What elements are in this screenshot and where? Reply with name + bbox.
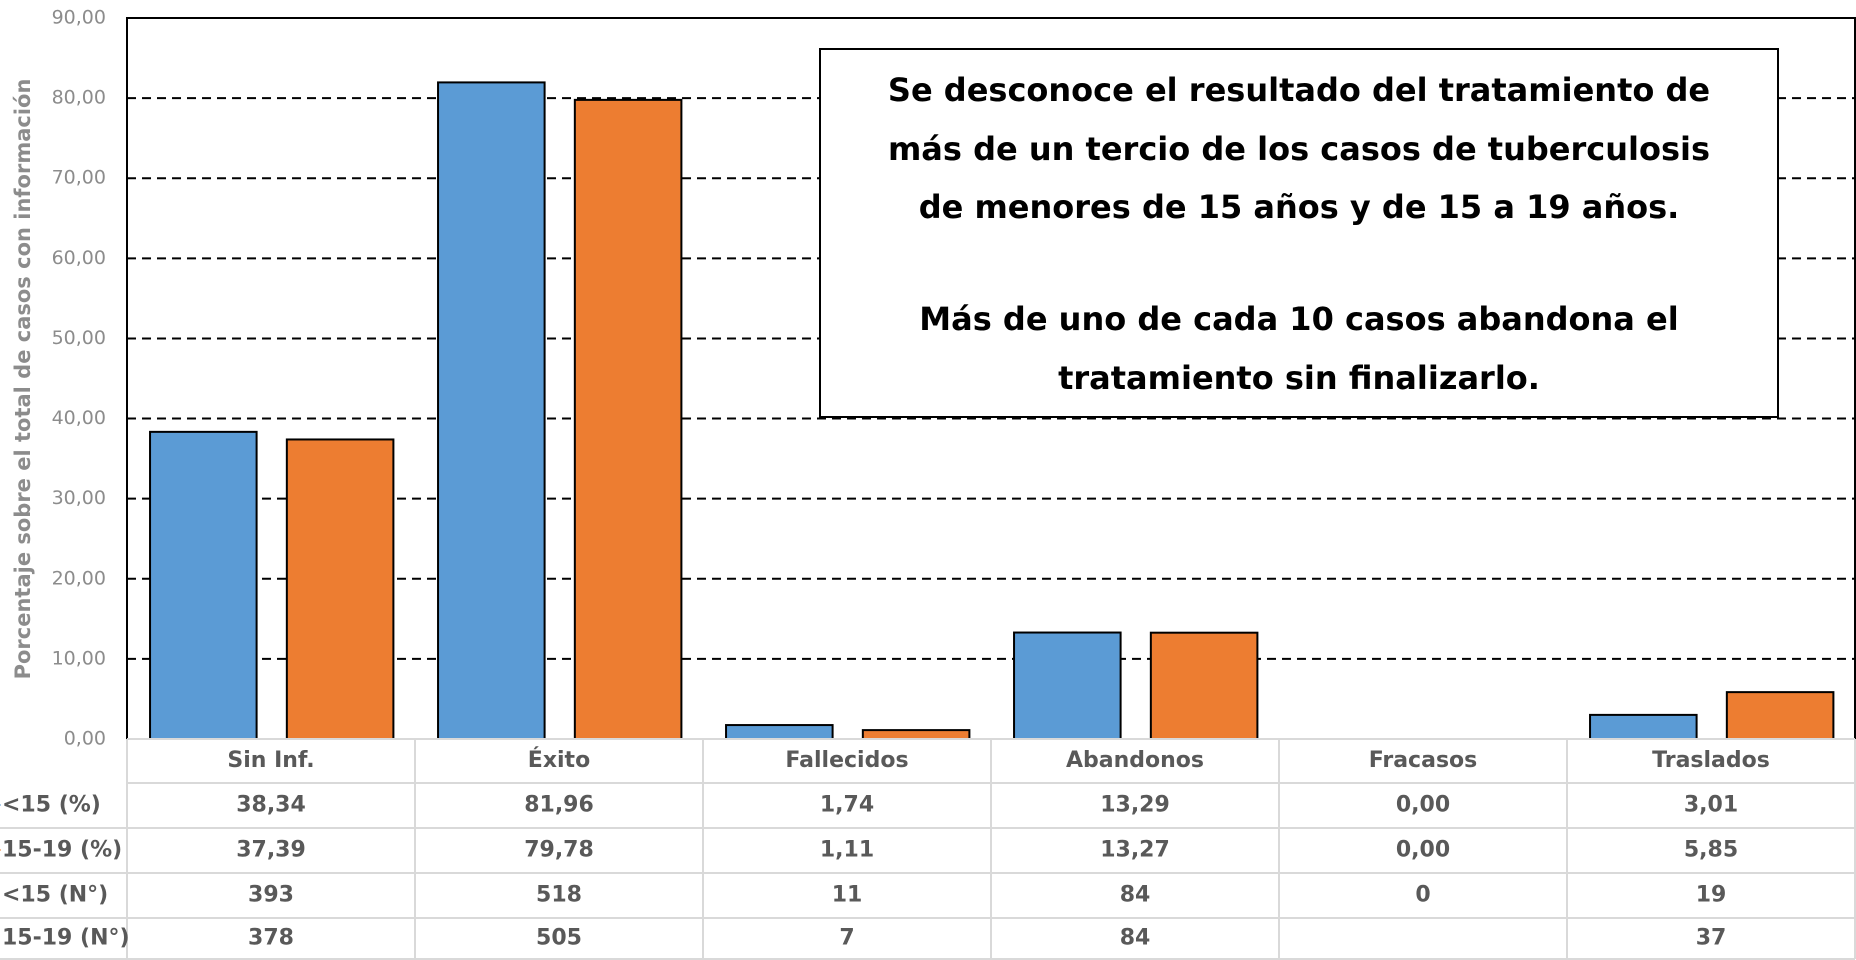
x-tick-label: Sin Inf. <box>227 748 314 773</box>
y-tick-label: 50,00 <box>52 327 106 349</box>
bar <box>1149 631 1259 741</box>
count-cell: 7 <box>839 926 854 951</box>
data-label: 79,78 <box>524 838 594 863</box>
y-tick-label: 10,00 <box>52 647 106 669</box>
row-label: <15 (N°) <box>2 883 108 908</box>
data-label: 13,27 <box>1100 838 1170 863</box>
bar <box>1013 631 1122 741</box>
annotation-box <box>819 48 1779 418</box>
data-label: 38,34 <box>236 793 306 818</box>
y-tick-label: 30,00 <box>52 487 106 509</box>
annotation-text: más de un tercio de los casos de tubercu… <box>888 130 1710 168</box>
count-cell: 505 <box>536 926 582 951</box>
x-tick-label: Éxito <box>528 747 590 773</box>
count-cell: 518 <box>536 883 582 908</box>
data-label: 3,01 <box>1684 793 1738 818</box>
bar <box>437 81 546 740</box>
y-tick-label: 20,00 <box>52 567 106 589</box>
data-label: 0,00 <box>1396 793 1450 818</box>
x-tick-label: Abandonos <box>1066 748 1204 773</box>
count-cell: 393 <box>248 883 294 908</box>
data-label: 81,96 <box>524 793 594 818</box>
count-cell: 37 <box>1696 926 1727 951</box>
bar <box>573 98 683 741</box>
bar <box>149 430 258 740</box>
y-tick-label: 70,00 <box>52 167 106 189</box>
count-cell: 84 <box>1120 883 1151 908</box>
annotation-text: Se desconoce el resultado del tratamient… <box>888 71 1710 109</box>
legend-label: 15-19 (%) <box>2 838 122 863</box>
plot-border <box>126 17 1856 739</box>
legend-key <box>0 804 1 806</box>
bar <box>861 729 971 740</box>
count-cell: 378 <box>248 926 294 951</box>
y-tick-label: 90,00 <box>52 7 106 29</box>
y-tick-label: 40,00 <box>52 407 106 429</box>
y-tick-label: 0,00 <box>64 728 106 750</box>
count-cell: 84 <box>1120 926 1151 951</box>
x-tick-label: Traslados <box>1652 748 1770 773</box>
data-label: 0,00 <box>1396 838 1450 863</box>
bar <box>1589 713 1698 740</box>
count-cell: 0 <box>1415 883 1430 908</box>
data-label: 5,85 <box>1684 838 1738 863</box>
x-tick-label: Fallecidos <box>785 748 908 773</box>
count-cell: 11 <box>832 883 863 908</box>
bar <box>1725 691 1835 741</box>
row-label: 15-19 (N°) <box>2 926 130 951</box>
y-tick-label: 80,00 <box>52 87 106 109</box>
annotation-text: Más de uno de cada 10 casos abandona el <box>919 300 1678 338</box>
legend-label: <15 (%) <box>2 793 101 818</box>
annotation-text: de menores de 15 años y de 15 a 19 años. <box>919 188 1680 226</box>
annotation-text: tratamiento sin finalizarlo. <box>1058 359 1540 397</box>
y-tick-label: 60,00 <box>52 247 106 269</box>
bar <box>285 438 395 740</box>
data-label: 1,11 <box>820 838 874 863</box>
count-cell: 19 <box>1696 883 1727 908</box>
x-tick-label: Fracasos <box>1369 748 1478 773</box>
data-label: 13,29 <box>1100 793 1170 818</box>
data-label: 37,39 <box>236 838 306 863</box>
bar <box>725 724 834 741</box>
data-label: 1,74 <box>820 793 874 818</box>
legend-key <box>0 849 1 851</box>
y-axis-title: Porcentaje sobre el total de casos con i… <box>11 79 35 680</box>
